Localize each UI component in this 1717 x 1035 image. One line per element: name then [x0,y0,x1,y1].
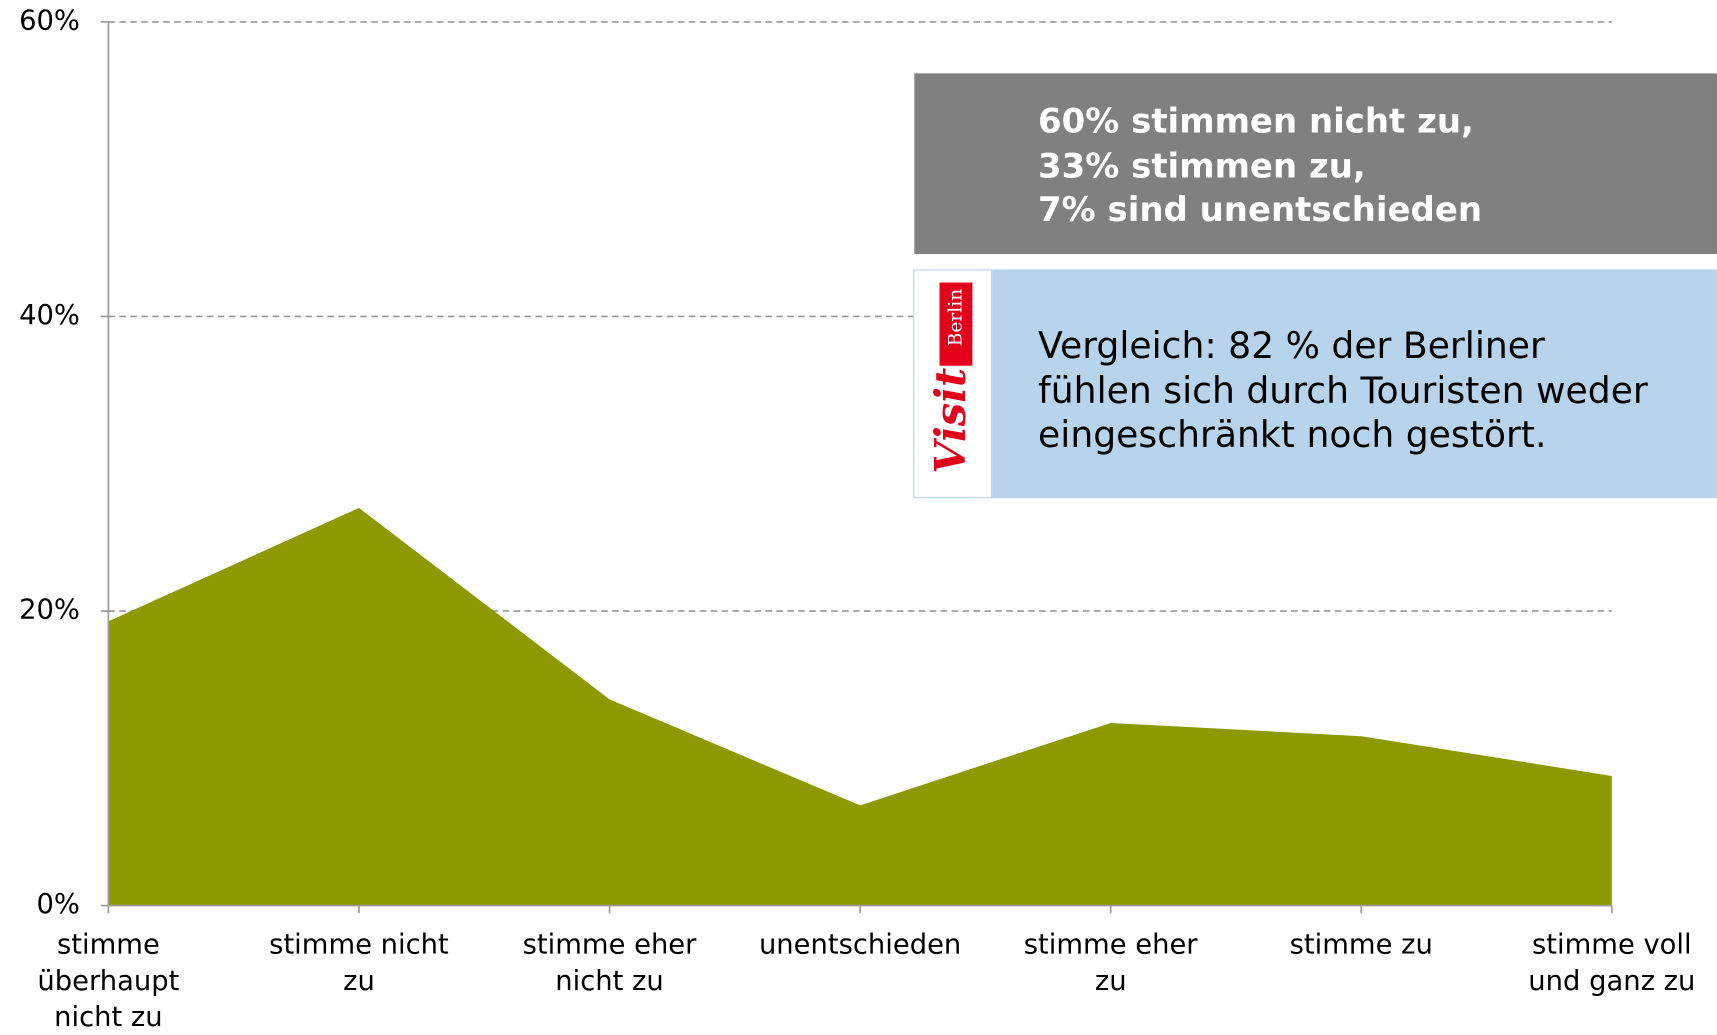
comparison-text: Vergleich: 82 % der Berliner [1038,324,1545,367]
comparison-box [992,269,1717,499]
summary-text: 60% stimmen nicht zu, [1038,101,1474,142]
x-tick-label: stimme überhaupt nicht zu [37,928,180,1033]
y-tick-label: 60% [19,5,80,36]
x-tick-label: stimme zu [1289,928,1433,961]
summary-text: 7% sind unentschieden [1038,190,1483,230]
summary-box [914,73,1717,255]
summary-text: 33% stimmen zu, [1038,146,1366,186]
comparison-text: eingeschränkt noch gestört. [1038,412,1547,456]
x-tick-label: stimme voll und ganz zu [1528,928,1696,997]
logo-box [913,269,993,499]
comparison-text: fühlen sich durch Touristen weder [1038,368,1648,412]
y-tick-label: 20% [19,595,80,626]
y-tick-label: 0% [37,889,80,920]
x-tick-label: stimme eher nicht zu [522,928,697,997]
logo-word: Visit [925,367,976,474]
logo-red [939,282,973,366]
area [108,507,1612,906]
y-tick-label: 40% [19,300,80,331]
x-tick-label: unentschieden [758,928,962,961]
logo-city: Berlin [944,288,967,347]
x-tick-label: stimme eher zu [1023,928,1198,997]
x-tick-label: stimme nicht zu [269,928,449,997]
